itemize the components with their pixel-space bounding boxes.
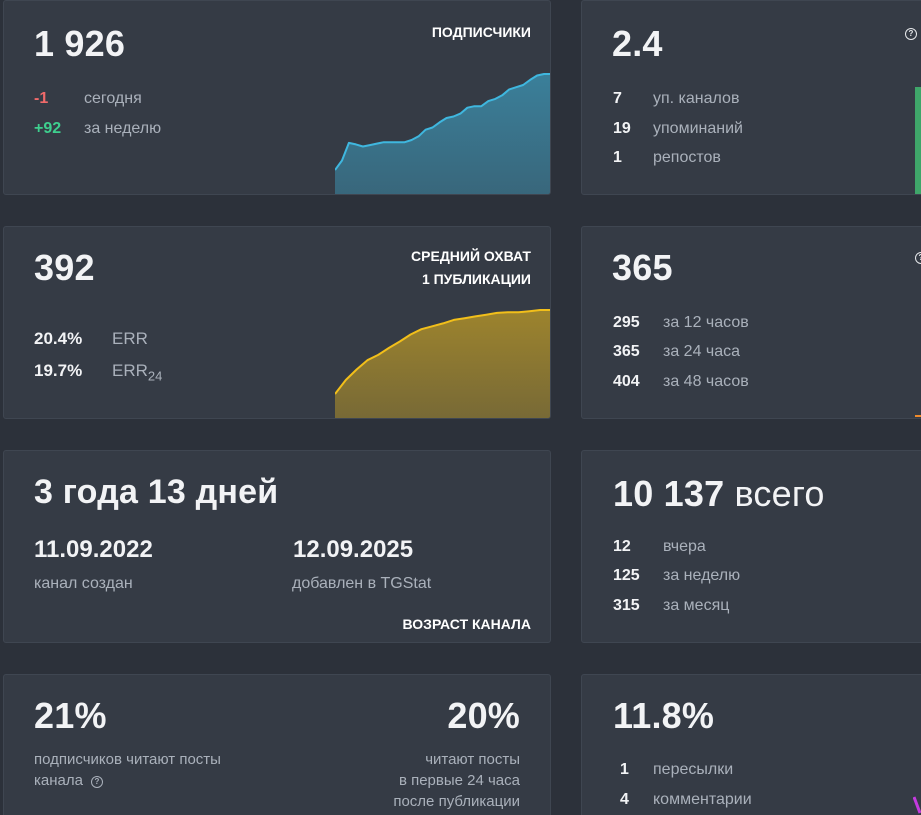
subscribers-chart[interactable]: [335, 64, 551, 195]
views-value: 365: [612, 247, 673, 288]
subscribers-today-value: -1: [34, 90, 49, 107]
created-date: 11.09.2022: [34, 536, 153, 563]
engagement-card[interactable]: 11.8% 1 пересылки 4 комментарии: [581, 674, 921, 815]
reach-value: 392: [34, 247, 95, 288]
involvement-left-label: подписчиков читают посты канала?: [34, 749, 221, 791]
posts-yesterday-row: 12 вчера: [613, 538, 706, 556]
engagement-value: 11.8%: [613, 695, 715, 736]
subscribers-count: 1 926: [34, 23, 126, 64]
added-label: добавлен в TGStat: [292, 575, 432, 592]
comments-row: 4 комментарии: [620, 791, 752, 809]
views-48h-label: за 48 часов: [663, 373, 749, 390]
views-24h-label: за 24 часа: [663, 343, 741, 360]
views-12h-row: 295 за 12 часов: [613, 314, 749, 332]
views-12h-label: за 12 часов: [663, 314, 749, 331]
posts-card[interactable]: 10 137 всего 12 вчера 125 за неделю 315 за …: [581, 450, 921, 643]
posts-month-label: за месяц: [663, 597, 730, 614]
err24-value: 19.7%: [34, 361, 83, 380]
posts-week-label: за неделю: [663, 567, 741, 584]
involvement-right-value: 20%: [447, 695, 520, 736]
involvement-right-label: читают посты в первые 24 часа после публ…: [393, 749, 520, 812]
help-icon[interactable]: ?: [905, 28, 917, 40]
involvement-left-line1: подписчиков читают посты: [34, 751, 221, 768]
err24-subscript: 24: [147, 368, 163, 384]
posts-total-value: 10 137: [613, 473, 725, 514]
posts-total-suffix: всего: [734, 473, 825, 514]
subscribers-today-row: -1 сегодня: [34, 90, 142, 108]
subscribers-today-label: сегодня: [84, 90, 142, 107]
help-icon[interactable]: ?: [90, 776, 103, 788]
views-48h-row: 404 за 48 часов: [613, 373, 749, 391]
comments-label: комментарии: [653, 791, 752, 808]
forwards-label: пересылки: [653, 761, 734, 778]
posts-yesterday-label: вчера: [663, 538, 706, 555]
citation-mentions-row: 19 упоминаний: [613, 120, 743, 138]
forwards-value: 1: [620, 761, 629, 778]
citation-chart-bar: [915, 87, 921, 194]
citation-reposts-row: 1 репостов: [613, 149, 721, 167]
citation-mentions-value: 19: [613, 120, 631, 137]
reach-series-line: [335, 309, 550, 395]
views-24h-value: 365: [613, 343, 640, 360]
reach-chart[interactable]: [335, 300, 551, 419]
citation-channels-label: уп. каналов: [653, 90, 740, 107]
added-date: 12.09.2025: [293, 536, 414, 563]
citation-reposts-label: репостов: [653, 149, 721, 166]
involvement-left-line2: канала?: [34, 770, 221, 791]
age-card[interactable]: 3 года 13 дней 11.09.2022 канал создан 1…: [3, 450, 551, 643]
created-label: канал создан: [34, 575, 133, 592]
views-chart-tick: [915, 415, 921, 417]
help-icon[interactable]: ?: [915, 252, 921, 264]
views-card[interactable]: 365 ? 295 за 12 часов 365 за 24 часа 404 за…: [581, 226, 921, 419]
posts-total: 10 137 всего: [613, 473, 825, 515]
citation-channels-row: 7 уп. каналов: [613, 90, 739, 108]
posts-month-value: 315: [613, 597, 640, 614]
views-24h-row: 365 за 24 часа: [613, 343, 740, 361]
comments-value: 4: [620, 791, 629, 808]
reach-title-line2: 1 ПУБЛИКАЦИИ: [421, 271, 531, 287]
posts-week-row: 125 за неделю: [613, 567, 740, 585]
citation-mentions-label: упоминаний: [653, 120, 743, 137]
err-row: 20.4% ERR: [34, 329, 148, 349]
views-48h-value: 404: [613, 373, 640, 390]
citation-index: 2.4: [612, 23, 663, 64]
involvement-card[interactable]: 21% подписчиков читают посты канала? 20%…: [3, 674, 551, 815]
reach-card[interactable]: 392 СРЕДНИЙ ОХВАТ 1 ПУБЛИКАЦИИ 20.4% ERR …: [3, 226, 551, 419]
subscribers-week-row: +92 за неделю: [34, 120, 161, 138]
err-value: 20.4%: [34, 329, 83, 348]
posts-yesterday-value: 12: [613, 538, 631, 555]
posts-week-value: 125: [613, 567, 640, 584]
involvement-left-value: 21%: [34, 695, 107, 736]
age-title: ВОЗРАСТ КАНАЛА: [402, 616, 531, 632]
engagement-chart-mark: [913, 796, 921, 814]
forwards-row: 1 пересылки: [620, 761, 733, 779]
involvement-right-line1: читают посты: [425, 751, 520, 768]
reach-title-line1: СРЕДНИЙ ОХВАТ: [411, 248, 531, 264]
citation-reposts-value: 1: [613, 149, 622, 166]
subscribers-series-line: [335, 73, 550, 171]
reach-series-area: [335, 310, 550, 418]
age-value: 3 года 13 дней: [34, 473, 279, 511]
subscribers-series-area: [335, 74, 550, 194]
subscribers-title: ПОДПИСЧИКИ: [431, 24, 531, 40]
views-12h-value: 295: [613, 314, 640, 331]
err24-row: 19.7% ERR24: [34, 361, 162, 383]
subscribers-week-value: +92: [34, 120, 62, 137]
involvement-right-line3: после публикации: [393, 793, 520, 810]
involvement-right-line2: в первые 24 часа: [398, 772, 520, 789]
citation-card[interactable]: 2.4 ? 7 уп. каналов 19 упоминаний 1 репосто…: [581, 0, 921, 195]
subscribers-card[interactable]: 1 926 ПОДПИСЧИКИ -1 сегодня +92 за неделю: [3, 0, 551, 195]
err24-label: ERR: [112, 361, 148, 380]
reach-title: СРЕДНИЙ ОХВАТ 1 ПУБЛИКАЦИИ: [411, 245, 531, 291]
citation-channels-value: 7: [613, 90, 622, 107]
err-label: ERR: [112, 329, 148, 348]
subscribers-week-label: за неделю: [84, 120, 162, 137]
posts-month-row: 315 за месяц: [613, 597, 729, 615]
